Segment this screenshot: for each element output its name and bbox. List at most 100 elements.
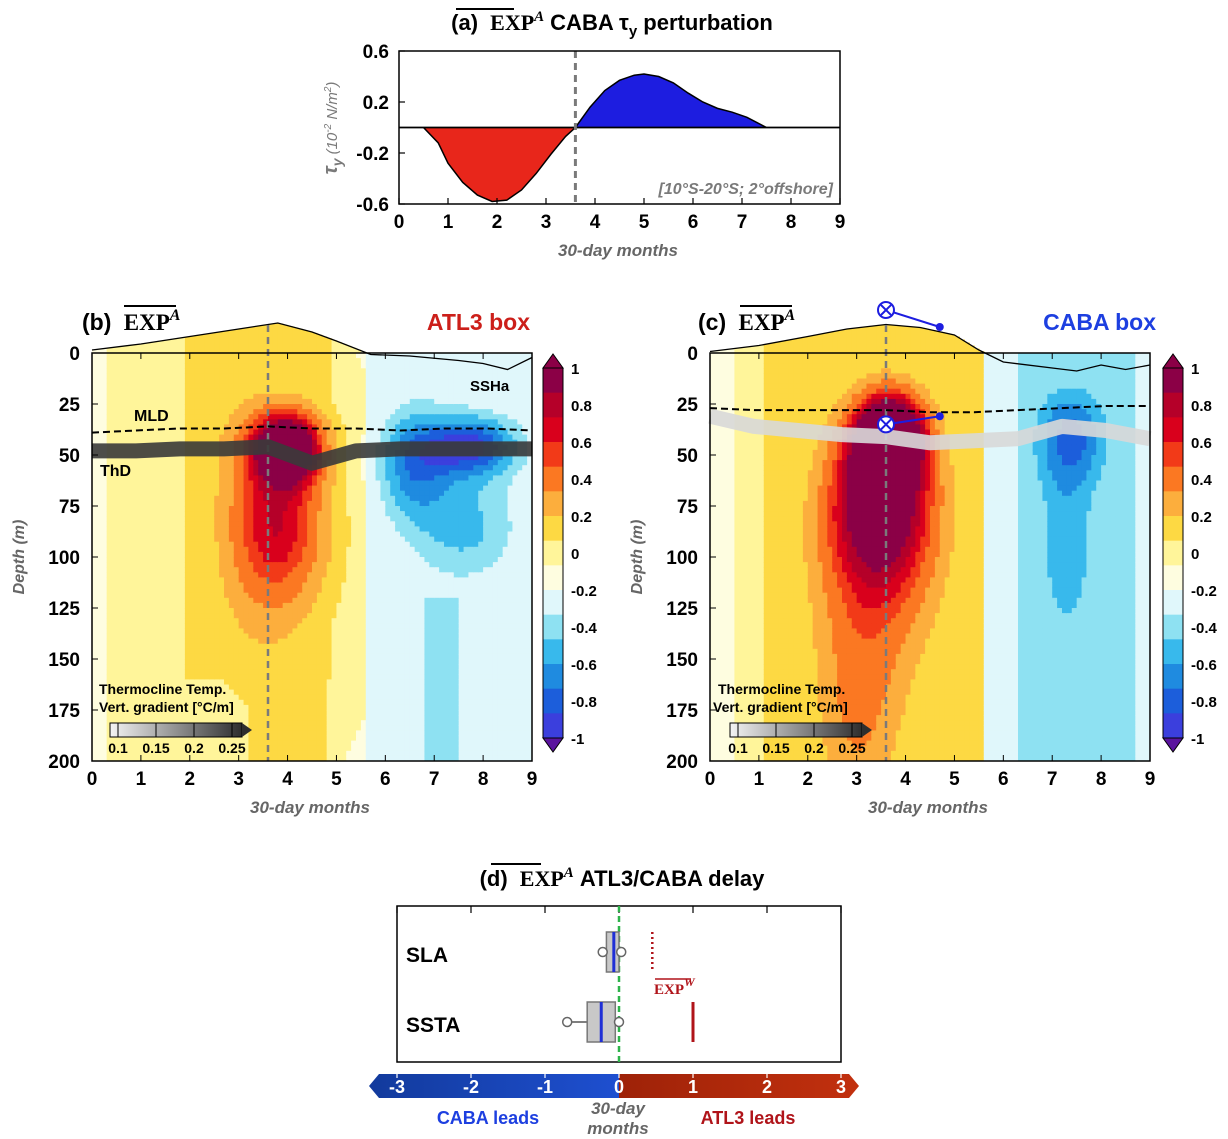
- panel-b-cell: [170, 638, 176, 645]
- panel-b-cell: [292, 557, 298, 563]
- panel-b-cell: [380, 353, 386, 359]
- panel-b-cell: [292, 562, 298, 568]
- panel-b-cell: [209, 485, 215, 492]
- panel-b-cell: [272, 735, 279, 742]
- panel-b-cell: [116, 755, 122, 761]
- panel-b-cell: [307, 659, 313, 665]
- panel-b-cell: [277, 353, 284, 359]
- panel-b-cell: [360, 613, 367, 619]
- panel-b-cell: [175, 536, 181, 543]
- panel-b-cell: [316, 659, 323, 665]
- panel-b-cell: [258, 470, 264, 476]
- panel-b-cell: [184, 404, 191, 410]
- panel-b-cell: [219, 735, 225, 742]
- panel-b-cell: [258, 546, 264, 553]
- panel-b-cell: [297, 485, 303, 492]
- panel-b-cell: [356, 710, 362, 716]
- panel-b-cell: [116, 429, 122, 436]
- panel-b-cell: [184, 704, 191, 711]
- panel-b-cell: [268, 409, 274, 415]
- panel-b-cell: [365, 562, 372, 568]
- panel-b-cell: [253, 597, 259, 604]
- panel-b-cell: [336, 490, 342, 497]
- panel-b-cell: [228, 368, 235, 374]
- panel-b-cell: [175, 735, 181, 742]
- panel-b-cell: [140, 414, 147, 420]
- panel-b-cell: [233, 516, 240, 522]
- panel-b-cell: [312, 526, 318, 533]
- panel-b-cell: [136, 393, 142, 400]
- panel-b-cell: [287, 434, 294, 441]
- panel-b-cell: [101, 439, 108, 446]
- panel-b-cell: [140, 526, 147, 533]
- panel-b-cell: [189, 521, 196, 527]
- panel-b-cell: [204, 500, 210, 507]
- panel-b-cell: [170, 460, 176, 466]
- panel-b-cell: [316, 546, 323, 553]
- panel-b-cell: [370, 480, 377, 487]
- panel-b-cell: [243, 715, 250, 721]
- panel-b-cell: [224, 429, 230, 436]
- panel-b-cell: [180, 623, 186, 629]
- panel-b-cell: [356, 383, 362, 390]
- panel-b-cell: [140, 755, 147, 761]
- panel-b-cell: [214, 689, 220, 696]
- panel-b-cell: [136, 689, 142, 696]
- panel-b-cell: [214, 419, 220, 425]
- panel-b-cell: [282, 608, 289, 614]
- panel-b-cell: [126, 521, 132, 527]
- panel-b-cell: [365, 557, 372, 563]
- panel-b-cell: [136, 750, 142, 757]
- panel-b-cell: [307, 557, 313, 563]
- panel-b-cell: [160, 669, 166, 675]
- panel-b-cell: [189, 704, 196, 711]
- panel-b-cell: [316, 444, 323, 451]
- panel-b-cell: [307, 383, 313, 390]
- panel-b-cell: [375, 475, 382, 482]
- panel-b-cell: [272, 551, 279, 558]
- panel-b-cell: [145, 388, 152, 395]
- panel-b-cell: [316, 531, 323, 538]
- panel-b-cell: [204, 572, 210, 578]
- panel-b-cell: [96, 659, 103, 665]
- panel-b-cell: [136, 506, 142, 512]
- panel-b-cell: [155, 557, 162, 563]
- panel-b-cell: [253, 500, 259, 507]
- panel-b-cell: [253, 393, 259, 400]
- panel-b-cell: [204, 398, 210, 405]
- panel-b-cell: [312, 398, 318, 405]
- panel-b-cell: [360, 694, 367, 701]
- panel-b-cell: [131, 577, 137, 584]
- panel-b-cell: [292, 755, 298, 761]
- panel-b-cell: [287, 628, 294, 635]
- panel-b-cell: [145, 546, 152, 553]
- panel-b-cell: [92, 495, 98, 502]
- panel-b-cell: [224, 735, 230, 742]
- panel-b-cell: [180, 679, 186, 686]
- panel-b-cell: [375, 628, 382, 635]
- panel-a-exp-sup: A: [533, 9, 544, 25]
- panel-b-cell: [346, 439, 352, 446]
- panel-b-cell: [238, 567, 245, 573]
- panel-b-cell: [199, 541, 206, 548]
- panel-b-cell: [96, 516, 103, 522]
- panel-b-cell: [136, 424, 142, 431]
- panel-b-cell: [204, 679, 210, 686]
- panel-b-cell: [126, 424, 132, 431]
- panel-b-cell: [92, 378, 98, 385]
- panel-b-cell: [116, 460, 122, 466]
- panel-b-cell: [297, 679, 303, 686]
- panel-b-cell: [297, 735, 303, 742]
- panel-b-cell: [321, 699, 328, 706]
- panel-b-cell: [106, 740, 113, 747]
- panel-b-cell: [346, 679, 352, 686]
- panel-b-cell: [243, 745, 250, 752]
- panel-b-cell: [360, 439, 367, 446]
- panel-b-cell: [189, 424, 196, 431]
- panel-b-cell: [243, 358, 250, 364]
- panel-b-cell: [243, 409, 250, 415]
- panel-b-cell: [111, 623, 118, 629]
- panel-b-cell: [170, 704, 176, 711]
- panel-b-cell: [302, 623, 308, 629]
- panel-b-cell: [282, 475, 289, 482]
